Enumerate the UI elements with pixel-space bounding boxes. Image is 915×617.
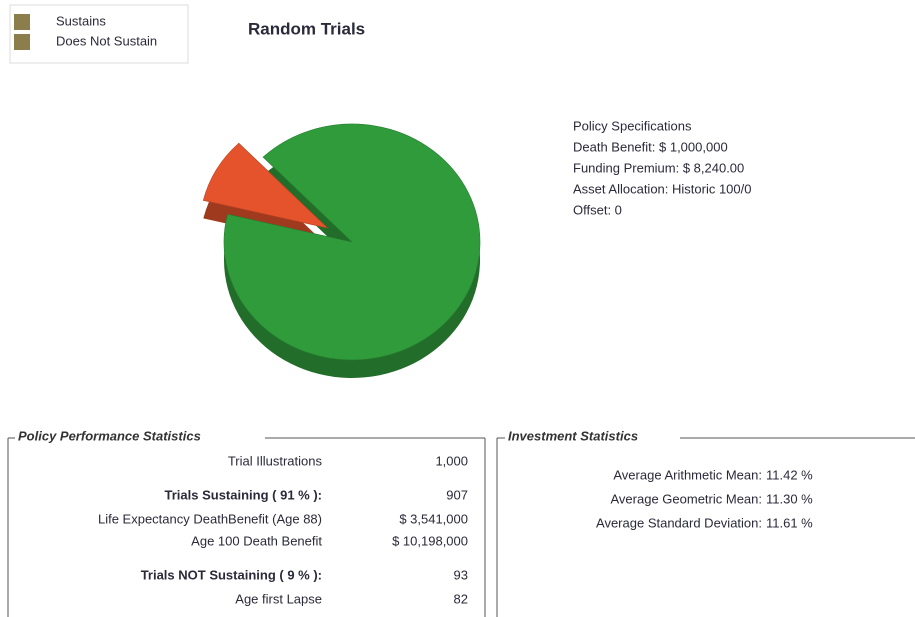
spec-line: Asset Allocation: Historic 100/0 xyxy=(573,181,751,196)
stat-label: Average Geometric Mean: xyxy=(611,491,763,506)
stat-label: Age first Lapse xyxy=(235,591,322,606)
stat-label: Age 100 Death Benefit xyxy=(191,533,322,548)
legend-box xyxy=(9,4,189,64)
spec-line: Funding Premium: $ 8,240.00 xyxy=(573,160,744,175)
stat-value: 11.61 % xyxy=(766,515,813,530)
stat-value: 93 xyxy=(454,567,468,582)
spec-title: Policy Specifications xyxy=(573,118,692,133)
stat-label: Trial Illustrations xyxy=(228,453,323,468)
panel-title: Investment Statistics xyxy=(508,428,638,443)
stat-value: 82 xyxy=(454,591,468,606)
legend-label: Sustains xyxy=(56,13,106,28)
stat-value: $ 10,198,000 xyxy=(392,533,468,548)
stat-label: Life Expectancy DeathBenefit (Age 88) xyxy=(98,511,322,526)
panel-title: Policy Performance Statistics xyxy=(18,428,201,443)
pie-slice xyxy=(223,123,481,361)
legend-swatch xyxy=(14,34,30,50)
stat-value: 11.30 % xyxy=(766,491,813,506)
pie-slice xyxy=(202,142,329,229)
spec-line: Offset: 0 xyxy=(573,202,622,217)
stat-value: 11.42 % xyxy=(766,467,813,482)
legend-label: Does Not Sustain xyxy=(56,33,157,48)
stat-label: Trials NOT Sustaining ( 9 % ): xyxy=(141,567,322,582)
chart-title: Random Trials xyxy=(248,19,365,38)
legend-swatch xyxy=(14,14,30,30)
stat-label: Average Standard Deviation: xyxy=(596,515,762,530)
stat-value: 907 xyxy=(446,487,468,502)
stat-label: Average Arithmetic Mean: xyxy=(613,467,762,482)
stat-label: Trials Sustaining ( 91 % ): xyxy=(165,487,322,502)
spec-line: Death Benefit: $ 1,000,000 xyxy=(573,139,728,154)
stat-value: $ 3,541,000 xyxy=(399,511,468,526)
stat-value: 1,000 xyxy=(435,453,468,468)
